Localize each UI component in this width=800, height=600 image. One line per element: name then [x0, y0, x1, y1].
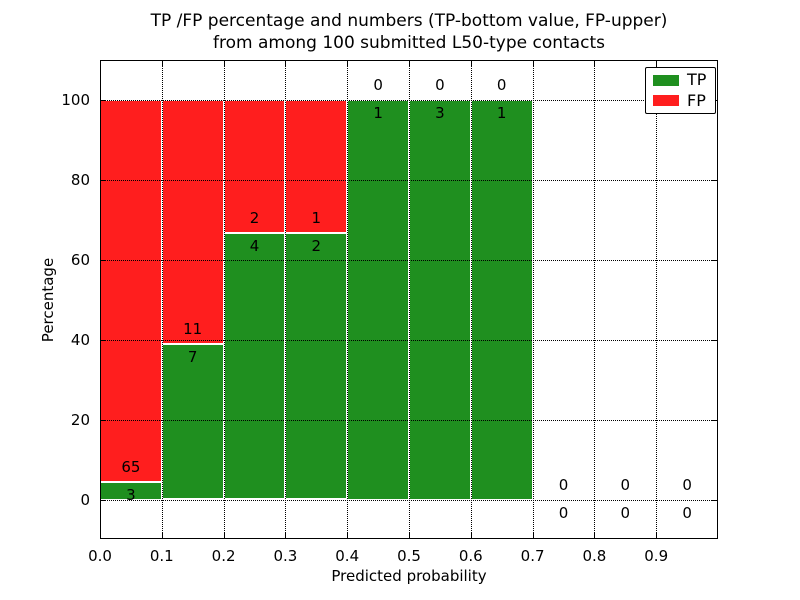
- x-tick-label: 0.6: [458, 547, 483, 565]
- x-tick-top: [347, 61, 349, 66]
- tp-count-label: 3: [126, 485, 136, 504]
- v-gridline: [470, 60, 472, 539]
- v-gridline: [161, 60, 163, 539]
- fp-count-label: 11: [183, 320, 203, 339]
- y-tick-right: [712, 259, 717, 261]
- tp-count-label: 3: [435, 104, 445, 122]
- x-tick-label: 0.4: [335, 547, 360, 565]
- x-tick-bottom: [656, 533, 658, 538]
- x-tick-bottom: [532, 533, 534, 538]
- bar-segment-tp: [409, 100, 471, 500]
- bar-segment-fp: [100, 100, 162, 482]
- fp-count-label: 0: [682, 475, 692, 494]
- x-tick-bottom: [100, 533, 101, 538]
- tp-count-label: 1: [373, 104, 383, 122]
- tp-count-label: 4: [249, 237, 260, 256]
- x-tick-label: 0.1: [149, 547, 174, 565]
- legend-item-tp: TP: [646, 72, 715, 88]
- x-tick-bottom: [409, 533, 410, 538]
- bar-segment-fp: [161, 100, 224, 345]
- y-tick-label: 80: [70, 170, 90, 189]
- bar-segment-fp: [285, 100, 348, 234]
- plot-area: [100, 60, 718, 539]
- tp-count-label: 7: [187, 348, 198, 367]
- bar-segment-tp: [470, 100, 533, 500]
- y-tick-left: [101, 499, 106, 501]
- y-tick-left: [101, 179, 106, 181]
- v-gridline: [409, 60, 410, 539]
- x-tick-top: [409, 61, 410, 66]
- tp-count-label: 1: [496, 104, 507, 122]
- y-tick-right: [712, 419, 717, 421]
- tp-count-label: 0: [558, 503, 569, 522]
- y-tick-label: 40: [70, 330, 90, 349]
- chart-title-line1: TP /FP percentage and numbers (TP-bottom…: [150, 11, 668, 31]
- legend: TP FP: [645, 67, 716, 114]
- x-tick-top: [100, 61, 101, 66]
- x-tick-label: 0.7: [520, 547, 545, 565]
- x-tick-label: 0.5: [397, 547, 421, 565]
- y-axis-label: Percentage: [39, 257, 57, 343]
- legend-item-fp: FP: [646, 90, 715, 110]
- y-tick-right: [712, 179, 717, 181]
- fp-count-label: 0: [435, 76, 445, 94]
- x-tick-bottom: [470, 533, 472, 538]
- x-tick-bottom: [594, 533, 596, 538]
- x-tick-label: 0.3: [273, 547, 298, 565]
- fp-color-swatch-icon: [653, 95, 679, 107]
- fp-count-label: 0: [620, 475, 631, 494]
- chart-title: TP /FP percentage and numbers (TP-bottom…: [100, 10, 718, 54]
- y-tick-right: [712, 339, 717, 341]
- fp-count-label: 0: [558, 475, 569, 494]
- y-tick-label: 20: [70, 410, 90, 429]
- tp-count-label: 2: [311, 237, 322, 256]
- x-tick-top: [532, 61, 534, 66]
- tp-color-swatch-icon: [653, 74, 679, 86]
- x-tick-top: [223, 61, 225, 66]
- x-tick-top: [470, 61, 472, 66]
- legend-label-tp: TP: [687, 70, 707, 90]
- x-tick-label: 0.8: [582, 547, 607, 565]
- tp-count-label: 0: [620, 503, 631, 522]
- y-tick-right: [712, 499, 717, 501]
- v-gridline: [285, 60, 287, 539]
- v-gridline: [594, 60, 596, 539]
- v-gridline: [656, 60, 658, 539]
- y-tick-left: [101, 339, 106, 341]
- x-tick-bottom: [223, 533, 225, 538]
- y-tick-left: [101, 100, 106, 101]
- legend-label-fp: FP: [687, 90, 706, 110]
- tp-count-label: 0: [682, 503, 692, 522]
- x-tick-bottom: [347, 533, 349, 538]
- fp-count-label: 0: [373, 76, 383, 94]
- v-gridline: [347, 60, 349, 539]
- x-tick-label: 0.9: [644, 547, 669, 565]
- v-gridline: [532, 60, 534, 539]
- fp-count-label: 65: [121, 457, 141, 476]
- x-tick-top: [285, 61, 287, 66]
- chart-title-line2: from among 100 submitted L50-type contac…: [213, 33, 605, 53]
- fp-count-label: 2: [249, 209, 260, 228]
- v-gridline: [223, 60, 225, 539]
- y-tick-label: 0: [80, 490, 90, 509]
- bar-segment-tp: [161, 344, 224, 500]
- y-tick-left: [101, 419, 106, 421]
- y-tick-left: [101, 259, 106, 261]
- y-tick-label: 100: [61, 91, 90, 109]
- x-tick-bottom: [161, 533, 163, 538]
- fp-count-label: 0: [496, 76, 507, 94]
- x-tick-label: 0.2: [211, 547, 236, 565]
- x-tick-top: [594, 61, 596, 66]
- x-tick-top: [656, 61, 658, 66]
- x-axis-label: Predicted probability: [331, 567, 487, 585]
- x-tick-bottom: [285, 533, 287, 538]
- fp-count-label: 1: [311, 209, 322, 228]
- x-tick-label: 0.0: [88, 547, 112, 565]
- y-tick-label: 60: [70, 250, 90, 269]
- x-tick-top: [161, 61, 163, 66]
